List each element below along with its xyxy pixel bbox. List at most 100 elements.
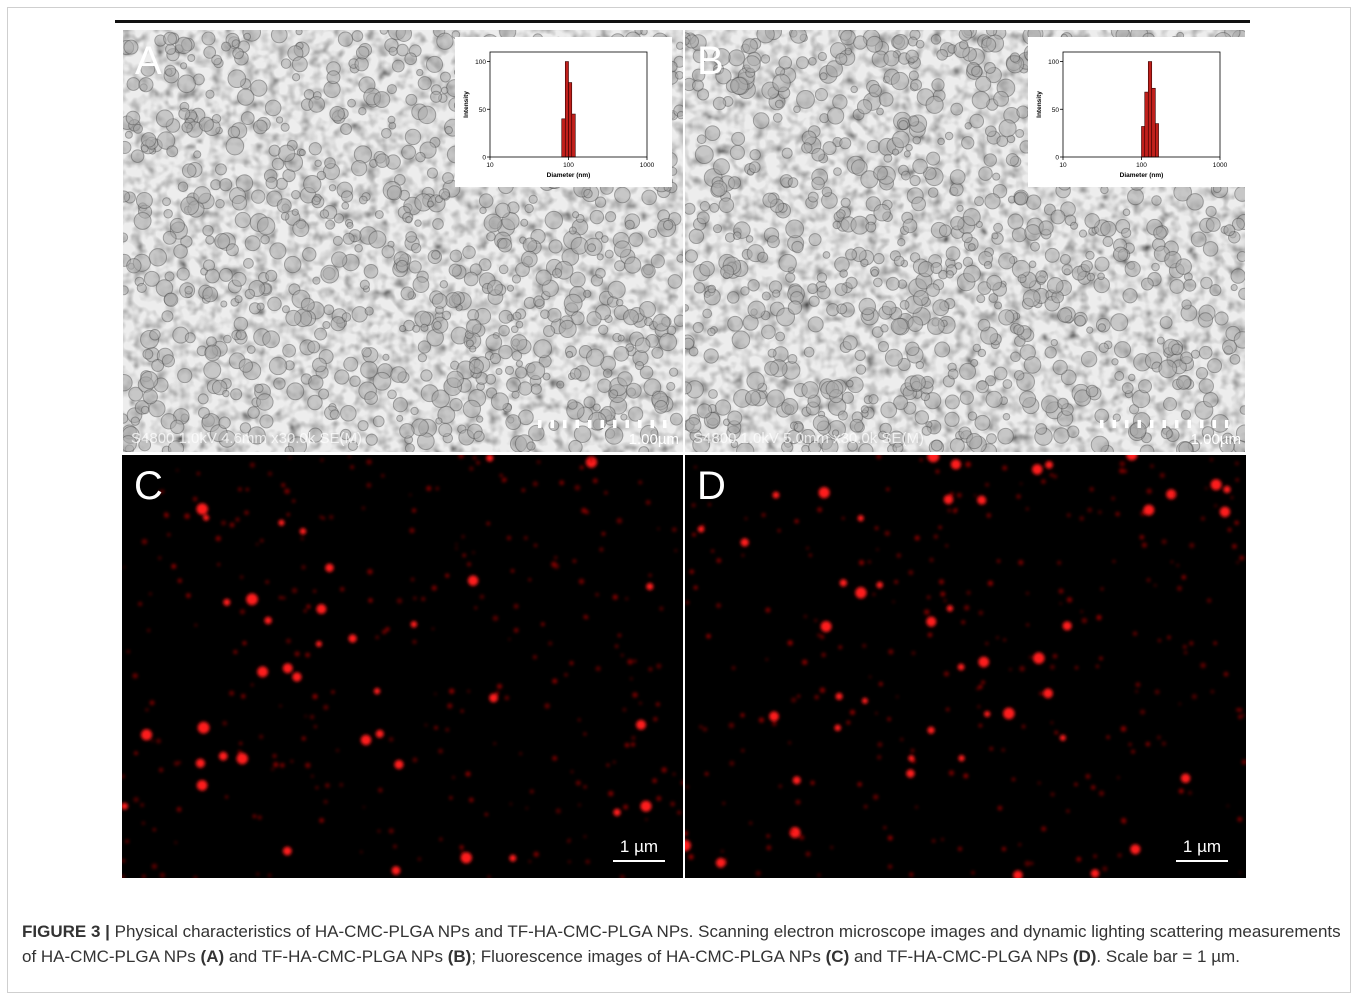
image-panel: S4800 1.0kV 4.6mm x30.0k SE(M) 1.00µm A bbox=[123, 30, 683, 452]
particle bbox=[276, 198, 292, 214]
inset-chart: 0 50 100 10 100 1000 Diameter (nm) Intensity bbox=[455, 37, 672, 187]
figure-frame bbox=[7, 7, 1351, 993]
fluorescent-spot bbox=[855, 587, 867, 599]
fluorescent-spot bbox=[915, 805, 918, 809]
particle bbox=[386, 185, 402, 201]
particle bbox=[177, 181, 189, 192]
fluorescent-spot bbox=[1128, 742, 1132, 746]
fluorescent-spot bbox=[426, 485, 432, 492]
particle bbox=[1140, 277, 1154, 291]
fluorescent-spot bbox=[215, 535, 221, 542]
fluorescent-spot bbox=[632, 692, 638, 698]
fluorescent-spot bbox=[460, 852, 472, 864]
particle bbox=[873, 277, 883, 288]
fluorescent-spot bbox=[1001, 748, 1005, 752]
particle bbox=[139, 370, 159, 390]
particle bbox=[177, 367, 193, 384]
scale-bar-dash bbox=[600, 420, 604, 428]
particle bbox=[184, 285, 193, 295]
fluorescent-spot bbox=[268, 873, 272, 878]
fluorescent-spot bbox=[361, 506, 366, 510]
particle bbox=[1122, 208, 1131, 217]
fluorescent-spot bbox=[264, 616, 272, 625]
fluorescent-spot bbox=[467, 690, 470, 693]
fluorescent-spot bbox=[896, 553, 902, 558]
particle bbox=[135, 192, 153, 209]
particle bbox=[877, 340, 889, 353]
particle bbox=[836, 303, 848, 315]
particle bbox=[905, 49, 919, 63]
particle bbox=[881, 300, 897, 316]
particle bbox=[1197, 312, 1214, 328]
fluorescent-spot bbox=[203, 514, 210, 521]
fluorescent-spot bbox=[691, 503, 696, 508]
particle bbox=[164, 64, 177, 77]
particle bbox=[123, 413, 129, 424]
particle bbox=[634, 337, 651, 353]
particle bbox=[947, 368, 959, 380]
particle bbox=[592, 403, 601, 412]
fluorescent-spot bbox=[608, 790, 614, 797]
particle bbox=[744, 389, 761, 406]
fluorescent-spot bbox=[1003, 707, 1015, 720]
particle bbox=[932, 299, 950, 317]
scale-bar-dash bbox=[663, 420, 667, 428]
fluorescent-spot bbox=[237, 750, 242, 754]
particle bbox=[412, 276, 430, 294]
fluorescent-spot bbox=[267, 471, 273, 476]
fluorescent-spot bbox=[458, 455, 464, 459]
fluorescent-spot bbox=[595, 592, 599, 597]
fluorescent-spot bbox=[394, 759, 404, 770]
fluorescent-spot bbox=[1223, 671, 1229, 677]
particle bbox=[204, 344, 222, 362]
particle bbox=[1061, 264, 1073, 276]
particle bbox=[620, 413, 628, 421]
particle bbox=[1002, 379, 1013, 389]
particle bbox=[243, 258, 254, 269]
particle bbox=[308, 142, 322, 156]
fluorescent-spot bbox=[711, 549, 715, 553]
fluorescent-spot bbox=[145, 708, 149, 712]
fluorescent-spot bbox=[1095, 664, 1099, 668]
particle bbox=[1201, 426, 1215, 439]
particle bbox=[983, 260, 993, 270]
fluorescent-spot bbox=[493, 742, 496, 745]
particle bbox=[291, 208, 299, 216]
fluorescent-spot bbox=[290, 759, 294, 763]
particle bbox=[870, 269, 879, 278]
fluorescent-spot bbox=[741, 553, 745, 557]
fluorescent-spot bbox=[434, 725, 438, 730]
scale-bar-dash bbox=[613, 420, 617, 428]
fluorescent-spot bbox=[857, 782, 862, 787]
particle bbox=[849, 418, 864, 433]
particle bbox=[676, 254, 683, 263]
fluorescent-spot bbox=[996, 559, 1001, 563]
fluorescent-spot bbox=[460, 850, 464, 854]
fluorescent-spot bbox=[858, 559, 865, 566]
particle bbox=[893, 395, 909, 411]
fluorescent-spot bbox=[943, 494, 954, 505]
particle bbox=[341, 190, 354, 203]
fluorescent-spot bbox=[789, 829, 794, 833]
particle bbox=[417, 353, 427, 363]
fluorescent-spot bbox=[869, 675, 872, 679]
particle bbox=[837, 410, 848, 421]
particle bbox=[165, 43, 177, 55]
fluorescent-spot bbox=[495, 691, 500, 695]
fluorescent-spot bbox=[617, 633, 622, 638]
particle bbox=[204, 268, 220, 284]
fluorescent-spot bbox=[943, 599, 947, 603]
particle bbox=[202, 286, 219, 303]
particle bbox=[890, 71, 910, 91]
particle bbox=[339, 428, 352, 441]
fluorescent-spot bbox=[409, 527, 415, 534]
particle bbox=[781, 441, 794, 452]
particle bbox=[699, 260, 715, 277]
fluorescent-spot bbox=[489, 693, 498, 703]
fluorescent-spot bbox=[740, 538, 749, 547]
fluorescent-spot bbox=[887, 717, 892, 722]
particle bbox=[641, 189, 657, 206]
fluorescent-spot bbox=[467, 562, 472, 567]
scale-bar-dash bbox=[563, 420, 567, 428]
particle bbox=[912, 135, 922, 145]
